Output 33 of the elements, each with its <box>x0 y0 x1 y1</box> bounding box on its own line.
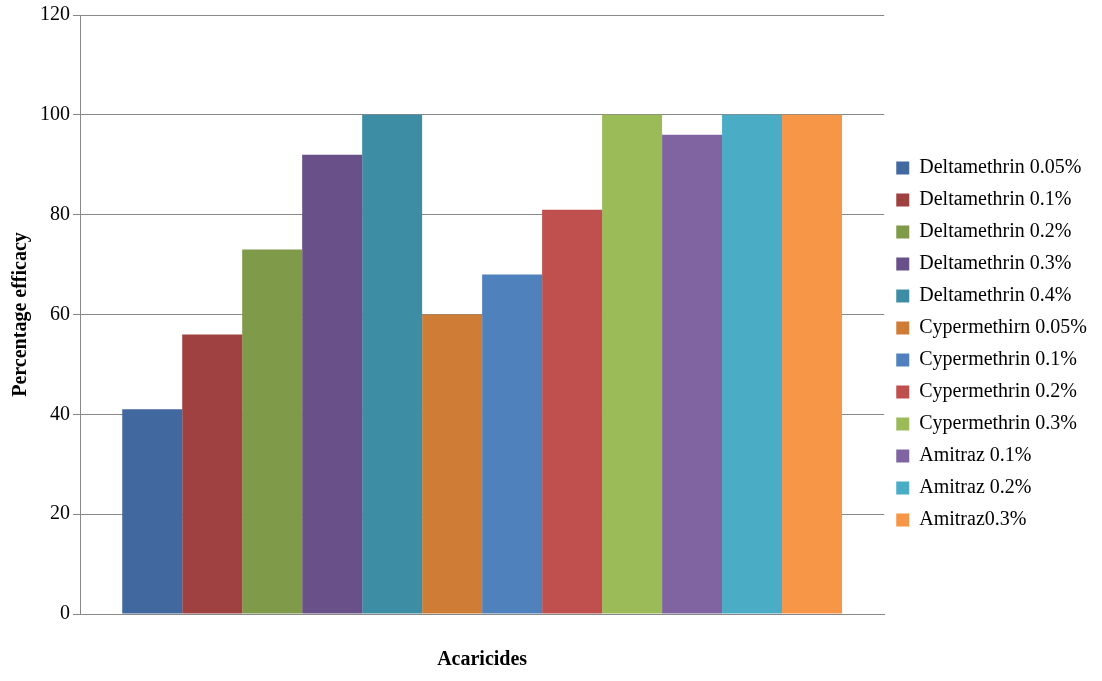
bar <box>722 114 783 614</box>
bar <box>122 409 183 614</box>
y-tick-label: 100 <box>40 102 70 125</box>
bar <box>602 114 663 614</box>
y-tick-label: 80 <box>50 201 70 224</box>
legend-label: Amitraz0.3% <box>919 507 1027 530</box>
bar <box>422 314 483 614</box>
legend-label: Cypermethrin 0.1% <box>919 347 1078 371</box>
y-tick-label: 20 <box>50 501 70 524</box>
y-axis-title: Percentage efficacy <box>8 232 32 397</box>
y-tick-label: 120 <box>40 2 70 25</box>
bar <box>182 334 243 614</box>
legend-label: Deltamethrin 0.1% <box>919 187 1072 210</box>
y-tick-label: 0 <box>60 601 70 624</box>
legend-label: Amitraz 0.1% <box>919 443 1032 466</box>
legend-label: Deltamethrin 0.2% <box>919 219 1072 242</box>
legend-label: Deltamethrin 0.4% <box>919 283 1072 306</box>
bar <box>242 249 303 614</box>
bar <box>482 274 543 614</box>
bar <box>362 114 423 614</box>
legend-label: Cypermethrin 0.2% <box>919 379 1078 403</box>
bar <box>782 114 843 614</box>
legend-label: Amitraz 0.2% <box>919 475 1032 498</box>
legend-label: Cypermethrin 0.3% <box>919 411 1078 435</box>
legend-label: Deltamethrin 0.05% <box>919 155 1082 178</box>
y-tick-label: 60 <box>50 301 70 324</box>
bar <box>542 209 603 614</box>
y-tick-label: 40 <box>50 401 70 424</box>
bar <box>662 134 723 614</box>
x-axis-title: Acaricides <box>437 647 528 670</box>
legend-label: Cypermethirn 0.05% <box>919 315 1088 339</box>
bar <box>302 154 363 614</box>
legend-label: Deltamethrin 0.3% <box>919 251 1072 274</box>
